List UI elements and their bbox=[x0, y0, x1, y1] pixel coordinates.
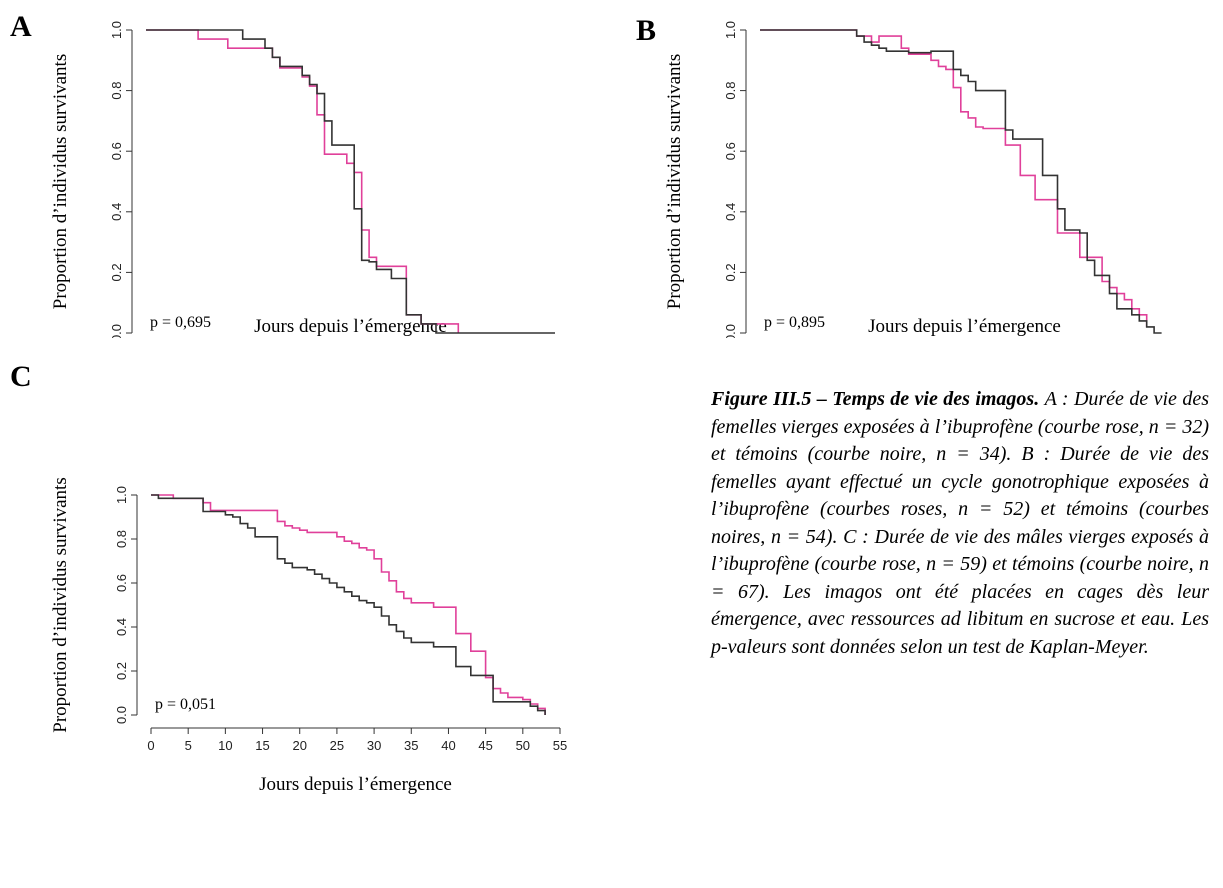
y-tick-label: 0.4 bbox=[109, 203, 124, 221]
x-tick-label: 15 bbox=[255, 738, 269, 753]
x-tick-label: 5 bbox=[185, 738, 192, 753]
survival-curve-pink bbox=[760, 29, 1148, 327]
y-tick-label: 1.0 bbox=[723, 21, 738, 39]
x-tick-label: 55 bbox=[553, 738, 567, 753]
x-tick-label: 0 bbox=[147, 738, 154, 753]
x-tick-label: 10 bbox=[218, 738, 232, 753]
y-tick-label: 0.2 bbox=[109, 263, 124, 281]
caption-title: Figure III.5 – Temps de vie des imagos. bbox=[711, 388, 1040, 410]
x-tick-label: 25 bbox=[330, 738, 344, 753]
p-value-label: p = 0,695 bbox=[150, 314, 211, 331]
panel-letter-a: A bbox=[10, 10, 32, 43]
x-tick-label: 30 bbox=[367, 738, 381, 753]
survival-curve-black bbox=[151, 494, 546, 715]
panel-letter-b: B bbox=[636, 14, 657, 47]
survival-chart-a: 0.00.20.40.60.81.00510152025303540455055… bbox=[50, 21, 555, 338]
x-axis-label: Jours depuis l’émergence bbox=[254, 316, 447, 337]
p-value-label: p = 0,051 bbox=[155, 696, 216, 713]
y-tick-label: 0.2 bbox=[723, 263, 738, 281]
x-tick-label: 45 bbox=[478, 738, 492, 753]
y-axis-label: Proportion d’individus survivants bbox=[664, 54, 685, 309]
y-axis-label: Proportion d’individus survivants bbox=[50, 54, 71, 309]
y-tick-label: 0.8 bbox=[109, 82, 124, 100]
y-tick-label: 0.4 bbox=[723, 203, 738, 221]
survival-curve-black bbox=[760, 29, 1162, 334]
y-tick-label: 0.0 bbox=[114, 706, 129, 724]
y-tick-label: 0.2 bbox=[114, 662, 129, 680]
y-tick-label: 1.0 bbox=[114, 486, 129, 504]
x-axis-label: Jours depuis l’émergence bbox=[259, 774, 452, 795]
survival-curve-pink bbox=[151, 494, 546, 715]
p-value-label: p = 0,895 bbox=[764, 314, 825, 331]
y-tick-label: 1.0 bbox=[109, 21, 124, 39]
y-tick-label: 0.4 bbox=[114, 618, 129, 636]
y-tick-label: 0.6 bbox=[723, 142, 738, 160]
y-tick-label: 0.6 bbox=[109, 142, 124, 160]
y-tick-label: 0.8 bbox=[723, 82, 738, 100]
y-tick-label: 0.6 bbox=[114, 574, 129, 592]
y-axis-label: Proportion d’individus survivants bbox=[50, 477, 71, 732]
y-tick-label: 0.8 bbox=[114, 530, 129, 548]
panel-letter-c: C bbox=[10, 360, 32, 393]
survival-chart-c: 0.0 0.2 0.4 0.6 0.8 1.0 0 5 10 15 20 25 30 35 40 45 50 55… bbox=[50, 477, 567, 795]
x-axis-label: Jours depuis l’émergence bbox=[868, 316, 1061, 337]
x-tick-label: 50 bbox=[516, 738, 530, 753]
x-tick-label: 35 bbox=[404, 738, 418, 753]
survival-chart-b: 0.00.20.40.60.81.00510152025303540455055… bbox=[664, 21, 1162, 338]
y-tick-label: 0.0 bbox=[723, 324, 738, 338]
survival-curve-black bbox=[146, 29, 555, 334]
x-tick-label: 40 bbox=[441, 738, 455, 753]
x-tick-label: 20 bbox=[292, 738, 306, 753]
figure-caption: Figure III.5 – Temps de vie des imagos. … bbox=[711, 386, 1209, 661]
caption-text: A : Durée de vie des femelles vierges ex… bbox=[711, 388, 1209, 658]
y-tick-label: 0.0 bbox=[109, 324, 124, 338]
